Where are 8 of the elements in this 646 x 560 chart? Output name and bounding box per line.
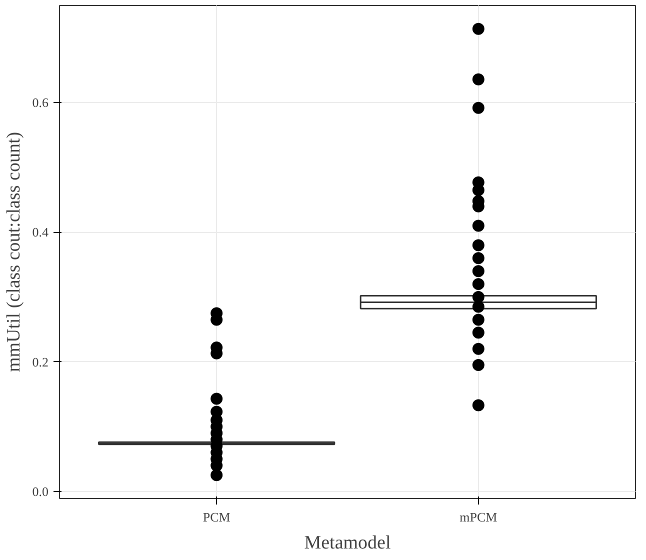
x-axis-title: Metamodel <box>304 532 391 554</box>
y-tick-label: 0.6 <box>32 95 49 110</box>
x-tick-label: PCM <box>202 510 231 524</box>
y-tick-label: 0.4 <box>32 224 49 240</box>
y-axis-title: mmUtil (class cout:class count) <box>3 132 24 372</box>
x-tick-label: mPCM <box>460 510 498 524</box>
y-tick-label: 0.0 <box>32 484 48 499</box>
y-tick-label: 0.2 <box>32 354 48 370</box>
